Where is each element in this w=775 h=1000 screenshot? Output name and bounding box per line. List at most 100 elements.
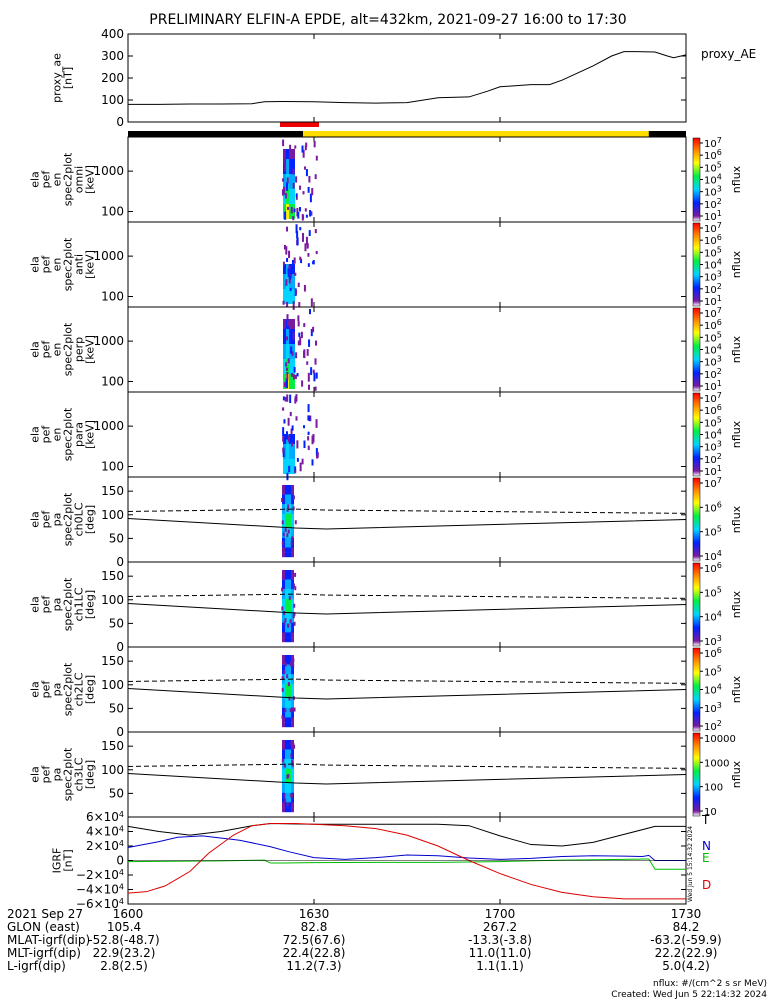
spectrogram-speckle [308,415,311,421]
spectrogram-speckle [294,466,297,472]
spectrogram-pixel [283,149,286,154]
colorbar [692,732,701,817]
spectrogram-pixel [282,603,285,609]
spectrogram-pixel [292,459,295,464]
spectrogram-speckle [306,349,309,356]
spectrogram-speckle [285,379,288,389]
y-axis-label-line: pef [40,765,53,784]
spectrogram-speckle [306,361,309,365]
ephemeris-value: 11.2(7.3) [286,959,341,973]
spectrogram-pixel [291,655,294,660]
spectrogram-pixel [291,768,294,774]
spectrogram-pixel [291,783,294,789]
spectrogram-speckle [292,506,295,511]
spectrogram-speckle [286,177,289,184]
spectrogram-pixel [292,164,295,169]
spectrogram-pixel [285,783,288,789]
spectrogram-speckle [299,227,302,231]
spectrogram-pixel [283,364,286,369]
spectrogram-pixel [292,194,295,199]
colorbar [692,647,701,732]
colorbar-tick-label: 104 [704,610,722,624]
spectrogram-pixel [289,164,292,169]
spectrogram-speckle [295,416,298,421]
spectrogram-speckle [281,520,284,525]
spectrogram-pixel [283,329,286,334]
spectrogram-pixel [285,664,288,670]
spectrogram-speckle [283,611,286,616]
spectrogram-pixel [283,334,286,339]
spectrogram-speckle [306,243,309,249]
y-tick-label: 100 [101,593,124,607]
spectrogram-speckle [282,448,285,458]
spectrogram-speckle [284,798,287,803]
spectrogram-pixel [285,613,288,619]
spectrogram-speckle [292,495,295,500]
spectrogram-pixel [282,717,285,723]
spectrogram-pixel [291,802,294,808]
spectrogram-pixel [282,489,285,495]
ephemeris-row-label: 2021 Sep 27 [7,907,83,921]
spectrogram-pixel [285,637,288,643]
spectrogram-pixel [288,797,291,803]
y-axis-label-line: pa [51,513,64,527]
spectrogram-pixel [289,214,292,219]
spectrogram-pixel [288,717,291,723]
spectrogram-pixel [282,589,285,595]
y-axis-label-line: ela [29,766,42,783]
spectrogram-pixel [288,622,291,628]
spectrogram-pixel [285,489,288,495]
spectrogram-speckle [285,279,288,286]
spectrogram-speckle [284,708,287,713]
spectrogram-pixel [292,274,295,279]
spectrogram-pixel [288,579,291,585]
spectrogram-pixel [288,788,291,793]
igrf-D-line [127,823,686,900]
y-tick-label: 2×104 [86,839,124,853]
spectrogram-speckle [286,258,289,263]
spectrogram-pixel [288,513,291,519]
colorbar [692,562,701,647]
spectrogram-speckle [297,211,300,219]
spectrogram-speckle [293,603,296,608]
spectrogram-speckle [282,189,285,196]
spectrogram-pixel [288,589,291,595]
y-tick-label: 100 [101,508,124,522]
y-tick-label: 0 [116,115,124,129]
spectrogram-pixel [285,797,288,803]
spectrogram-pixel [286,294,289,299]
spectrogram-pixel [291,513,294,519]
y-tick-label: 0 [116,725,124,739]
colorbar-label: nflux [730,675,743,703]
spectrogram-speckle [288,465,291,473]
spectrogram-pixel [282,613,285,619]
spectrogram-pixel [292,269,295,274]
spectrogram-pixel [282,504,285,510]
spectrogram-speckle [307,372,310,382]
spectrogram-speckle [309,193,312,203]
spectrogram-speckle [287,320,290,327]
spectrogram-speckle [283,186,286,195]
spectrogram-pixel [283,439,286,444]
spectrogram-pixel [283,349,286,354]
spectrogram-pixel [289,199,292,204]
spectrogram-pixel [285,707,288,713]
spectrogram-speckle [291,425,294,431]
spectrogram-pixel [291,627,294,633]
spectrogram-pixel [291,688,294,694]
spectrogram-pixel [286,279,289,284]
spectrogram-speckle [294,520,297,525]
spectrogram-speckle [307,445,310,451]
panel-en_omni: 1000100elapefenspec2plotomni[keV]1071061… [29,136,744,223]
y-tick-label: 1000 [93,164,124,178]
ephemeris-value: 2.8(2.5) [100,959,148,973]
spectrogram-speckle [287,435,290,443]
spectrogram-pixel [292,359,295,364]
ephemeris-value: -52.8(-48.7) [88,933,159,947]
y-tick-label: 300 [101,49,124,63]
spectrogram-speckle [288,264,291,271]
y-axis-label-line: pa [51,683,64,697]
spectrogram-pixel [292,154,295,159]
spectrogram-speckle [289,662,292,667]
spectrogram-pixel [285,589,288,595]
